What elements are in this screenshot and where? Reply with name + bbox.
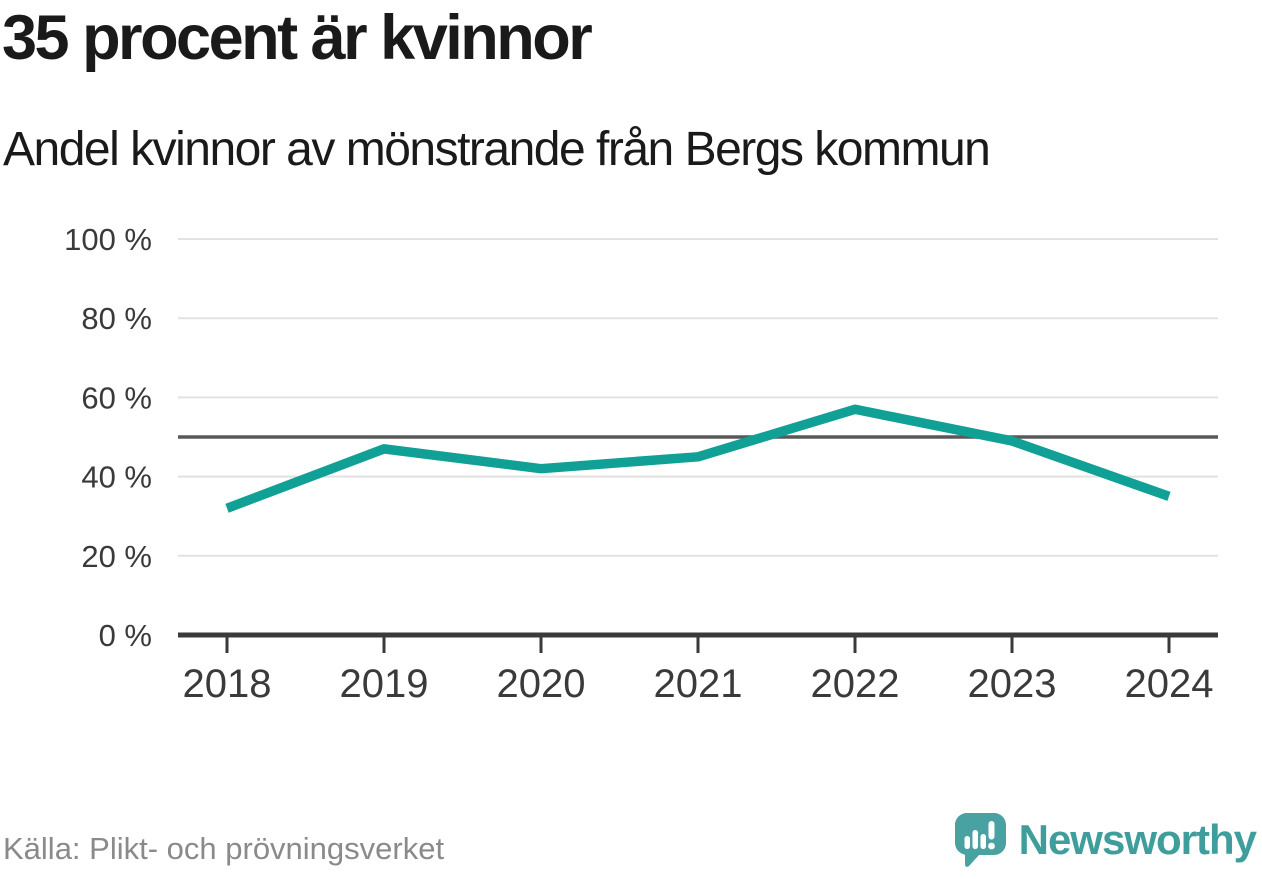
chart-area: 0 % 20 % 40 % 60 % 80 % 100 % 2018 2019 2020 2021… <box>0 180 1262 725</box>
newsworthy-logo-text: Newsworthy <box>1018 816 1257 863</box>
chart-subtitle: Andel kvinnor av mönstrande från Bergs k… <box>3 123 991 176</box>
x-tick-label-2018: 2018 <box>183 662 272 706</box>
x-tick-label-2023: 2023 <box>968 662 1057 706</box>
line-chart-svg: 0 % 20 % 40 % 60 % 80 % 100 % 2018 2019 2020 2021… <box>64 222 1218 706</box>
source-attribution: Källa: Plikt- och prövningsverket <box>3 831 445 866</box>
x-tick-label-2024: 2024 <box>1125 662 1214 706</box>
chart-title: 35 procent är kvinnor <box>2 3 593 73</box>
newsworthy-logo: Newsworthy <box>953 811 1257 869</box>
y-tick-label-100: 100 % <box>64 222 152 257</box>
x-tick-label-2022: 2022 <box>811 662 900 706</box>
x-tick-label-2021: 2021 <box>654 662 743 706</box>
y-tick-label-40: 40 % <box>81 460 152 495</box>
y-tick-label-20: 20 % <box>81 539 152 574</box>
data-line <box>225 404 1171 513</box>
x-tick-label-2019: 2019 <box>340 662 429 706</box>
newsworthy-logo-icon <box>953 811 1007 869</box>
y-tick-label-60: 60 % <box>81 380 152 415</box>
y-tick-label-80: 80 % <box>81 301 152 336</box>
x-tick-label-2020: 2020 <box>497 662 586 706</box>
y-tick-label-0: 0 % <box>99 618 152 653</box>
